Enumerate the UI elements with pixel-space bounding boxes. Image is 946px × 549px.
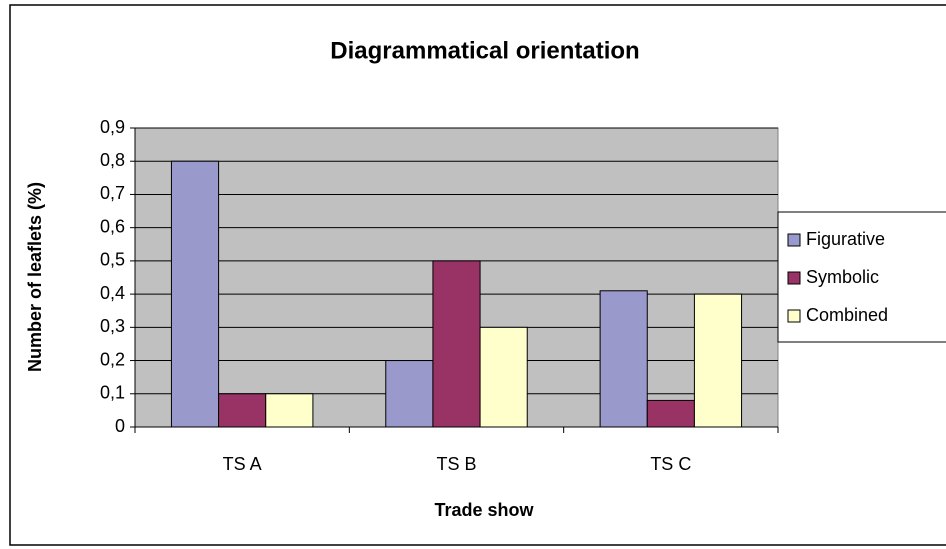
legend-label: Figurative	[806, 229, 885, 249]
x-tick-label: TS A	[223, 454, 262, 474]
bar	[385, 360, 434, 428]
x-tick-label: TS B	[436, 454, 476, 474]
legend-swatch	[787, 309, 801, 323]
bar	[479, 326, 528, 428]
y-axis-title: Number of leaflets (%)	[25, 182, 45, 372]
bar	[693, 293, 743, 428]
y-tick-label: 0,3	[100, 316, 125, 336]
y-tick-label: 0,5	[100, 250, 125, 270]
bar	[265, 393, 314, 428]
bar	[170, 160, 220, 428]
y-tick-label: 0,2	[100, 349, 125, 369]
bar	[218, 393, 267, 428]
legend-swatch	[787, 271, 801, 285]
y-tick-label: 0,1	[100, 383, 125, 403]
legend-label: Symbolic	[806, 267, 879, 287]
legend-label: Combined	[806, 305, 888, 325]
legend-box	[777, 211, 946, 343]
chart-title: Diagrammatical orientation	[330, 37, 639, 64]
x-axis-title: Trade show	[434, 500, 534, 520]
y-tick-label: 0,6	[100, 216, 125, 236]
bar	[432, 260, 481, 428]
bar	[599, 290, 648, 428]
x-tick-label: TS C	[650, 454, 691, 474]
y-tick-label: 0,8	[100, 150, 125, 170]
y-tick-label: 0,9	[100, 117, 125, 137]
legend-swatch	[787, 233, 801, 247]
y-tick-label: 0,7	[100, 183, 125, 203]
bar	[646, 399, 695, 428]
y-tick-label: 0,4	[100, 283, 125, 303]
y-tick-label: 0	[115, 416, 125, 436]
